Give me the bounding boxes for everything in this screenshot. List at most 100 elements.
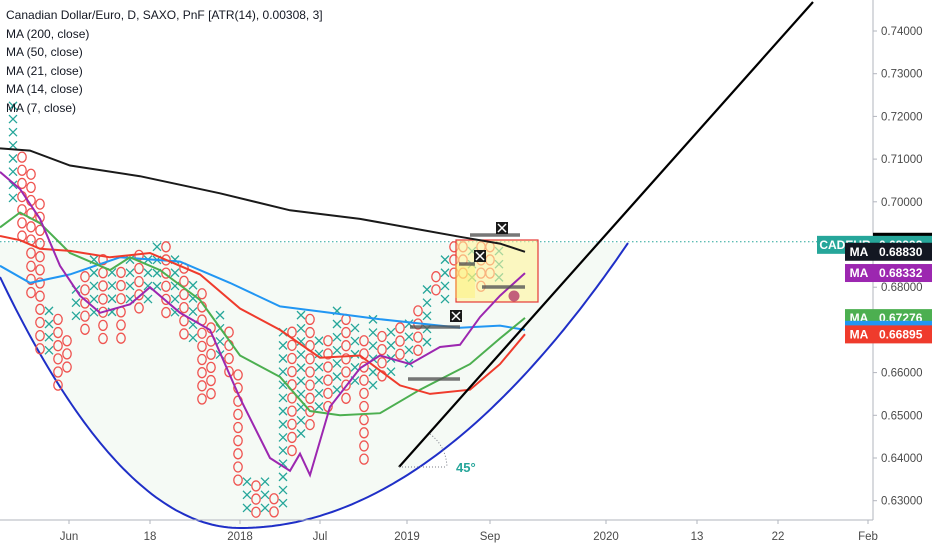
o-box [413,305,423,317]
o-box [395,348,405,360]
o-box [62,348,72,360]
x-box [8,180,18,190]
o-box [287,405,297,417]
o-box [359,361,369,373]
x-box [242,490,252,500]
o-box [161,280,171,292]
x-box [278,498,288,508]
o-box [323,361,333,373]
x-box [8,127,18,137]
price-tag-label-bg [845,242,873,261]
o-box [161,293,171,306]
x-box [44,319,54,329]
price-tag-value: 0.66895 [879,327,923,341]
x-box [278,406,288,416]
time-axis: Jun 18 2018 Jul 2019 Sep 2020 13 22 Feb [60,520,878,543]
o-box [35,277,45,289]
o-box [134,262,144,275]
x-box [296,363,306,373]
x-tick-label: 2020 [593,531,619,543]
o-box [35,198,45,210]
o-box [377,357,387,369]
y-tick-label: 0.68000 [881,282,923,294]
x-box [143,294,153,304]
o-box [287,431,297,444]
o-box [98,319,108,332]
y-tick-label: 0.71000 [881,154,923,166]
y-tick-label: 0.64000 [881,453,923,465]
o-box [98,253,108,266]
y-tick-label: 0.70000 [881,197,923,209]
o-box [206,361,216,374]
o-box [395,335,405,347]
o-box [197,340,207,353]
y-tick-label: 0.63000 [881,496,923,508]
o-box [53,340,63,352]
x-box [296,415,306,425]
x-box [386,327,396,337]
o-box [62,361,72,373]
price-tag-value-bg [873,242,932,261]
ma200-line [0,147,526,253]
o-box [206,388,216,400]
angle-annotation: 45° [456,460,476,475]
x-box [170,294,180,304]
o-box [116,293,126,305]
legend-ma21[interactable]: MA (21, close) [6,63,83,78]
o-box [179,328,189,340]
o-box [305,379,315,391]
legend-title[interactable]: Canadian Dollar/Euro, D, SAXO, PnF [ATR(… [6,8,323,22]
o-box [197,393,207,405]
x-box [71,298,81,308]
o-box [233,435,243,447]
o-box [35,290,45,302]
x-box [314,388,324,398]
o-box [26,181,36,194]
o-box [359,427,369,439]
o-box [251,506,261,518]
x-box [8,154,18,163]
legend-ma200[interactable]: MA (200, close) [6,26,90,41]
o-box [26,260,36,272]
o-box [323,387,333,400]
o-box [53,313,63,326]
x-box [170,268,180,278]
x-box [188,333,198,343]
x-box [71,311,81,321]
legend-ma14[interactable]: MA (14, close) [6,82,83,96]
o-box [179,288,189,301]
o-box [251,480,261,492]
o-box [197,327,207,339]
x-marker-cross [475,251,485,261]
x-box [242,477,252,487]
x-box [440,255,450,265]
o-box [161,267,171,279]
y-tick-label: 0.74000 [881,26,923,38]
x-box [278,419,288,429]
angle-arc [429,433,448,468]
o-box [17,151,27,163]
x-box [368,367,378,377]
x-tick-label: 22 [772,531,785,543]
trend-line [398,1,814,468]
highlight-box-red [455,239,539,303]
o-box [287,366,297,378]
o-box [53,379,63,391]
price-axis: 0.740000.730000.720000.710000.700000.690… [817,26,932,508]
legend-ma50[interactable]: MA (50, close) [6,45,83,59]
o-box [359,453,369,465]
o-box [98,280,108,292]
x-box [8,114,18,124]
o-box [116,319,126,331]
x-box [332,319,342,329]
x-box [386,367,396,377]
o-box [26,168,36,180]
o-box [287,418,297,430]
legend-ma7[interactable]: MA (7, close) [6,100,77,115]
o-box [35,303,45,315]
x-box [143,268,153,278]
y-tick-label: 0.65000 [881,410,923,422]
o-box [35,329,45,342]
x-tick-label: 18 [144,531,157,543]
